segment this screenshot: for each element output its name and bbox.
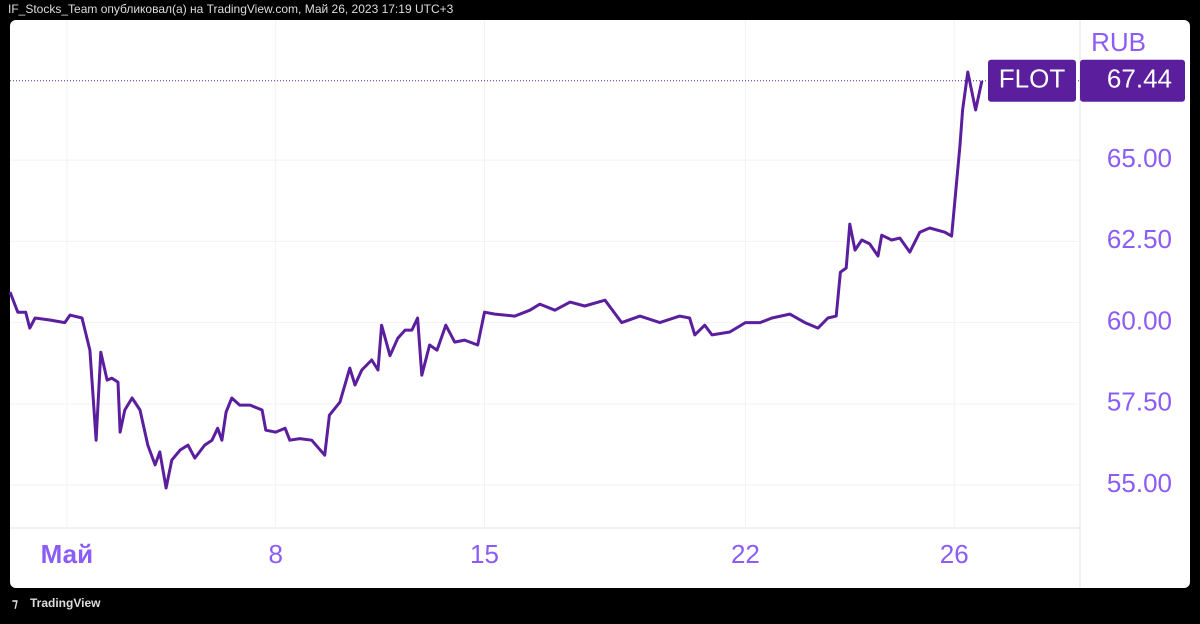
y-tick-label: 55.00: [1107, 468, 1172, 498]
symbol-badge: [988, 59, 1076, 102]
y-tick-label: 62.50: [1107, 224, 1172, 254]
x-tick-label: Май: [41, 539, 93, 569]
x-tick-label: 15: [470, 539, 499, 569]
currency-label: RUB: [1091, 27, 1146, 57]
price-badge: [1080, 59, 1185, 102]
y-tick-label: 60.00: [1107, 305, 1172, 335]
footer-logo: ⁊: [12, 596, 18, 610]
y-tick-label: 65.00: [1107, 143, 1172, 173]
chart-panel: [10, 20, 1190, 588]
x-tick-label: 26: [940, 539, 969, 569]
y-tick-label: 57.50: [1107, 387, 1172, 417]
x-tick-label: 8: [268, 539, 282, 569]
price-line: [8, 70, 984, 490]
x-tick-label: 22: [731, 539, 760, 569]
footer-brand: TradingView: [30, 596, 101, 610]
symbol-label: FLOT: [999, 64, 1066, 94]
header-text: IF_Stocks_Team опубликовал(а) на Trading…: [8, 2, 454, 16]
last-price-label: 67.44: [1107, 64, 1172, 94]
